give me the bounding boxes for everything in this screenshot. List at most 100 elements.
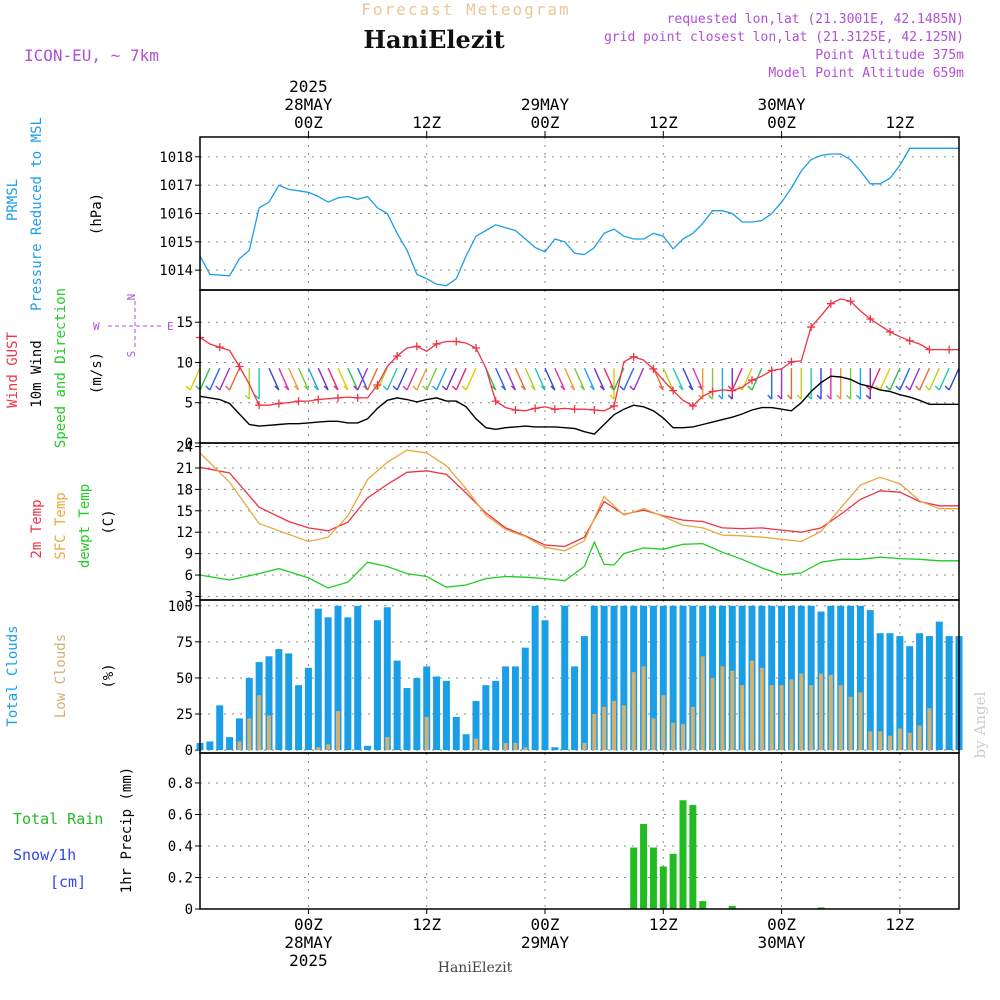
low-cloud-bar: [690, 706, 695, 751]
wind-barb-head: [747, 385, 753, 391]
low-cloud-bar: [661, 695, 666, 751]
bottom-time-label: 00Z: [294, 915, 323, 934]
wind-barb-head: [717, 394, 723, 400]
wind-barb-head: [599, 385, 605, 391]
wind-barb-head: [441, 385, 447, 391]
compass-s: S: [125, 351, 138, 358]
gust-marker: [314, 395, 323, 404]
low-cloud-bar: [602, 706, 607, 751]
wind-barb: [268, 367, 280, 391]
gust-marker: [649, 364, 658, 373]
gust-marker: [531, 404, 540, 413]
gust-marker: [334, 393, 342, 402]
y-tick-label: 3: [185, 589, 193, 605]
wind-barb-head: [294, 385, 300, 391]
wind-barb: [918, 367, 931, 391]
wind-barb: [465, 367, 477, 391]
wind10m-line: [199, 375, 959, 435]
low-cloud-bar: [641, 666, 646, 751]
wind-barb: [278, 367, 290, 391]
low-cloud-bar: [621, 705, 626, 751]
panel-frame: [199, 599, 960, 754]
total-cloud-bar: [925, 636, 933, 751]
wind-barb: [603, 367, 615, 391]
wind-barb-head: [313, 385, 319, 391]
total-cloud-bar: [462, 734, 470, 751]
total-cloud-bar: [847, 605, 855, 751]
low-cloud-bar: [700, 656, 705, 751]
rain-axis-label: Total Rain: [13, 810, 103, 828]
total-cloud-bar: [245, 677, 253, 751]
gust-marker: [215, 343, 224, 352]
wind-barb-head: [550, 385, 556, 391]
pressure-line: [199, 147, 959, 287]
top-date-label: 29MAY: [521, 95, 570, 114]
gust-marker: [669, 386, 678, 395]
total-cloud-bar: [502, 666, 510, 751]
low-cloud-bar: [740, 685, 745, 751]
wind-barb-head: [934, 385, 940, 391]
wind-barb-head: [915, 385, 921, 391]
wind-barb: [337, 367, 349, 391]
wind-barb-head: [451, 385, 457, 391]
gust-marker: [787, 357, 796, 366]
wind-barb-head: [619, 385, 625, 391]
low-cloud-bar: [828, 675, 833, 751]
low-cloud-bar: [681, 724, 685, 751]
total-clouds-axis-label: Total Clouds: [5, 625, 21, 726]
wind-barb: [731, 367, 743, 391]
low-cloud-bar: [513, 742, 518, 751]
y-tick-label: 10: [176, 355, 193, 371]
total-cloud-bar: [689, 605, 697, 751]
total-cloud-bar: [935, 621, 943, 751]
wind-barb: [633, 367, 645, 391]
total-cloud-bar: [600, 605, 608, 751]
wind-barb: [751, 367, 763, 391]
total-cloud-bar: [295, 685, 303, 751]
y-tick-label: 12: [176, 525, 193, 541]
gust-marker: [846, 297, 855, 306]
wind-barb-head: [363, 385, 369, 391]
wind-barb-head: [215, 385, 221, 391]
low-cloud-bar: [582, 742, 587, 751]
total-cloud-bar: [433, 676, 441, 751]
wind-barb-head: [944, 385, 950, 391]
point-altitude-label: Point Altitude 375m: [815, 48, 964, 63]
total-cloud-bar: [620, 605, 628, 751]
gridpoint-label: grid point closest lon,lat (21.3125E, 42…: [604, 30, 964, 45]
low-cloud-bar: [750, 660, 754, 751]
wind-barb: [948, 367, 960, 391]
wind-barb: [534, 367, 546, 391]
wind-barb-head: [392, 385, 398, 391]
wind-barb: [662, 367, 674, 391]
precip-axis-label: 1hr Precip (mm): [119, 767, 135, 893]
wind-barb: [435, 367, 448, 391]
wind-barb-head: [343, 385, 349, 391]
wind-barb: [504, 367, 517, 391]
low-cloud-bar: [651, 718, 656, 751]
rain-bar: [630, 847, 638, 909]
low-cloud-bar: [592, 714, 597, 751]
total-cloud-bar: [403, 688, 411, 751]
temp-unit-label: (C): [101, 509, 117, 534]
y-tick-label: 1017: [159, 178, 193, 194]
low-cloud-bar: [838, 685, 843, 751]
gust-marker: [472, 343, 480, 352]
rain-bar: [649, 847, 657, 909]
wind-barb-head: [353, 385, 359, 391]
total-cloud-bar: [334, 605, 342, 751]
wind-barb: [495, 367, 507, 391]
wind-unit-label: (m/s): [89, 352, 105, 394]
wind-barb-head: [698, 394, 704, 400]
wind-barb: [366, 367, 379, 391]
low-cloud-bar: [257, 695, 262, 751]
bottom-year-label: 2025: [289, 951, 328, 970]
wind-barb: [357, 367, 369, 391]
total-cloud-bar: [876, 633, 884, 751]
wind-barb-head: [708, 394, 714, 400]
wind-barb: [209, 367, 221, 391]
bottom-time-label: 00Z: [531, 915, 560, 934]
wind-barb-head: [609, 385, 615, 391]
low-cloud-bar: [247, 718, 252, 751]
gust-marker: [610, 401, 618, 410]
